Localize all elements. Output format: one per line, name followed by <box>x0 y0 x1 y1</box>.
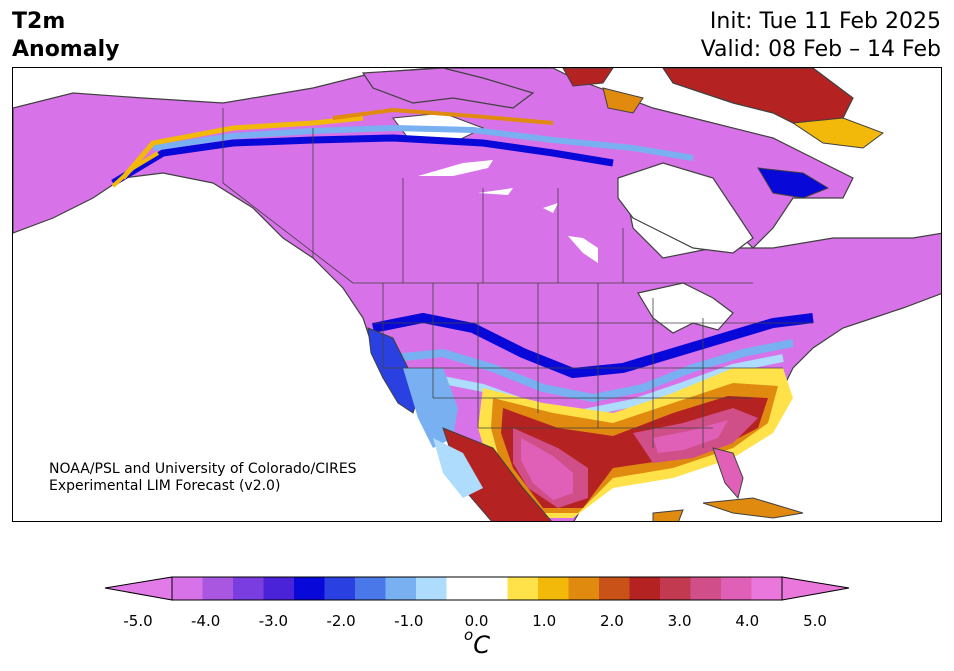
attribution: NOAA/PSL and University of Colorado/CIRE… <box>49 461 357 495</box>
colorbar-cell <box>751 577 783 600</box>
colorbar-cell <box>721 577 752 600</box>
greenland-warm <box>662 68 854 129</box>
colorbar-cell <box>507 577 539 600</box>
colorbar-cell <box>294 577 325 600</box>
cuba <box>702 497 804 519</box>
great-slave-lake <box>418 160 493 176</box>
colorbar-cell <box>233 577 264 600</box>
colorbar-cell <box>385 577 417 600</box>
colorbar-cell <box>355 577 386 600</box>
colorbar-cell <box>599 577 630 600</box>
colorbar <box>104 576 850 601</box>
cold-band-north-light <box>152 124 694 161</box>
colorbar-tick-label: 3.0 <box>667 612 692 630</box>
mexico-north-pale <box>433 438 483 498</box>
title-line-2: Anomaly <box>12 37 120 62</box>
caribbean-island <box>652 509 684 521</box>
hudson-bay <box>617 162 754 254</box>
map-canvas <box>13 68 941 521</box>
init-date: Init: Tue 11 Feb 2025 <box>709 9 941 34</box>
colorbar-cell <box>202 577 234 600</box>
great-bear-lake <box>478 188 513 195</box>
warm-band-north-red <box>332 107 554 125</box>
colorbar-outline <box>171 576 783 601</box>
arctic-warm-top <box>562 68 614 87</box>
colorbar-tick-label: -2.0 <box>326 612 356 630</box>
map-title: T2m Anomaly <box>12 8 119 64</box>
colorbar-tick-label: -1.0 <box>394 612 424 630</box>
colorbar-cell <box>538 577 569 600</box>
colorbar-cell <box>446 577 478 600</box>
colorbar-cell <box>690 577 722 600</box>
texas-warm-magenta <box>521 438 573 500</box>
valid-range: Valid: 08 Feb – 14 Feb <box>700 37 941 62</box>
forecast-dates: Init: Tue 11 Feb 2025 Valid: 08 Feb – 14… <box>701 8 941 64</box>
anomaly-map <box>12 67 942 522</box>
colorbar-cell <box>477 577 508 600</box>
colorbar-tick-label: -3.0 <box>258 612 289 630</box>
attribution-line-1: NOAA/PSL and University of Colorado/CIRE… <box>49 461 357 477</box>
colorbar-low-extend <box>104 576 173 601</box>
arctic-islands <box>361 68 535 109</box>
lake-athabasca <box>543 203 558 213</box>
title-line-1: T2m <box>12 9 66 34</box>
warm-band-north <box>121 115 364 180</box>
colorbar-tick-label: -4.0 <box>191 612 221 630</box>
alaska-warm <box>111 151 160 188</box>
colorbar-tick-label: 2.0 <box>599 612 624 630</box>
colorbar-unit: oC <box>464 626 490 659</box>
lake-winnipeg <box>568 236 598 263</box>
colorbar-cell <box>324 577 356 600</box>
baffin-orange <box>602 87 644 114</box>
colorbar-cell <box>629 577 661 600</box>
colorbar-tick-label: 1.0 <box>532 612 557 630</box>
cold-band-north <box>111 134 614 187</box>
unit-letter: C <box>473 631 490 659</box>
colorbar-cells <box>172 577 783 600</box>
greenland-orange <box>791 117 885 149</box>
colorbar-cell <box>263 577 295 600</box>
florida <box>712 447 744 500</box>
colorbar-tick-label: 0.0 <box>464 612 489 630</box>
labrador-cold <box>757 167 830 199</box>
colorbar-high-extend <box>781 576 850 601</box>
colorbar-cell <box>416 577 447 600</box>
colorbar-cell <box>172 577 203 600</box>
unit-degree-symbol: o <box>464 626 474 644</box>
colorbar-cell <box>568 577 600 600</box>
colorbar-tick-label: -5.0 <box>123 612 153 630</box>
boundaries <box>222 108 813 448</box>
colorbar-cell <box>660 577 691 600</box>
west-coast-cold <box>367 327 419 414</box>
colorbar-tick-label: 5.0 <box>803 612 827 630</box>
colorbar-tick-label: 4.0 <box>735 612 760 630</box>
attribution-line-2: Experimental LIM Forecast (v2.0) <box>49 478 281 494</box>
